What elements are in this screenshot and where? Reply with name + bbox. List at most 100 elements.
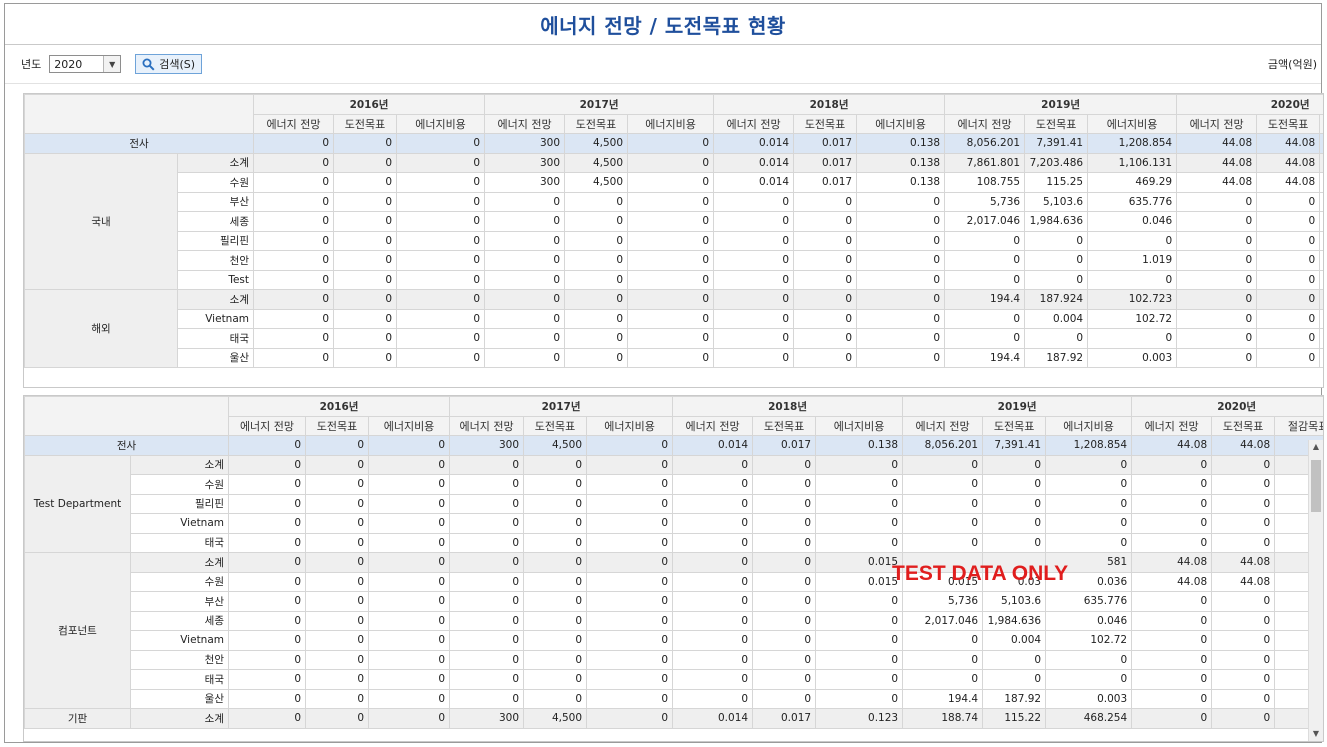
table-cell: 0: [484, 269, 566, 290]
year-header: 2019년: [944, 94, 1178, 115]
table-cell: 0: [395, 250, 486, 271]
table-cell: 0: [305, 630, 369, 651]
table-cell: 0: [333, 172, 397, 193]
table-cell: 0: [752, 532, 817, 553]
table-cell: 0: [815, 649, 904, 670]
table-cell: 0: [627, 308, 715, 329]
table-cell: 44.08: [1176, 152, 1258, 173]
table-cell: 1,106.131: [1087, 152, 1178, 173]
table-cell: 0: [1211, 532, 1276, 553]
table-cell: 0: [228, 454, 306, 475]
table-cell: 0: [305, 435, 369, 456]
table-cell: 0.123: [815, 708, 904, 729]
table-row[interactable]: Vietnam000000000000000: [25, 513, 1323, 534]
table-row[interactable]: 필리핀000000000000000: [25, 493, 1323, 514]
table-cell: 0: [856, 289, 946, 310]
table-row[interactable]: 태국000000000000000: [25, 669, 1323, 690]
table-cell: 0.017: [752, 708, 817, 729]
table-cell: 0: [228, 610, 306, 631]
table-cell: 0: [1045, 493, 1133, 514]
scrollbar-thumb[interactable]: [1311, 460, 1321, 512]
table-cell: 0: [367, 474, 451, 495]
table-cell: 0: [586, 493, 674, 514]
table-cell: 0: [713, 308, 795, 329]
table-cell: 0: [395, 152, 486, 173]
table-cell: 0: [1256, 250, 1321, 271]
table-cell: 44.08: [1176, 133, 1258, 154]
table-row[interactable]: 태국000000000000000: [25, 328, 1323, 349]
year-header: 2018년: [713, 94, 946, 115]
column-header: 도전목표: [305, 415, 369, 436]
scroll-down-icon[interactable]: ▼: [1312, 729, 1320, 738]
table-cell: 0: [395, 133, 486, 154]
row-label: 소계: [130, 708, 229, 729]
table-cell: 0: [564, 347, 629, 368]
title-bar: 에너지 전망 / 도전목표 현황: [5, 4, 1321, 45]
table-cell: 44.08: [1256, 152, 1321, 173]
table-cell: 44.08: [1256, 172, 1321, 193]
table-row[interactable]: 기판 소계 0 0 0 300 4,500 0 0.014 0.017 0.123 188.74 115…: [24, 708, 1323, 729]
table-cell: 0: [367, 669, 451, 690]
total-row[interactable]: 전사 0 0 0 300 4,500 0 0.014 0.017 0.138 8,056.201 7,…: [24, 435, 1323, 456]
vertical-scrollbar[interactable]: ▲ ▼: [1308, 440, 1323, 741]
table-cell: 0: [752, 552, 817, 573]
table-cell: 0: [484, 250, 566, 271]
table-cell: 0: [713, 250, 795, 271]
table-cell: 0: [253, 133, 334, 154]
total-row[interactable]: 전사 0 0 0 300 4,500 0 0.014 0.017 0.138 8,056.201 7,…: [24, 133, 1323, 154]
table-cell: 194.4: [902, 688, 984, 709]
row-label: 울산: [177, 347, 254, 368]
table-row[interactable]: 천안000000000000000: [25, 649, 1323, 670]
table-cell: 0: [672, 571, 754, 592]
table-cell: 0: [1131, 493, 1213, 514]
chevron-down-icon[interactable]: ▼: [103, 56, 121, 72]
table-cell: 0: [1319, 172, 1323, 193]
table-row[interactable]: 태국000000000000000: [25, 532, 1323, 553]
table-cell: 0: [902, 513, 984, 534]
table-row[interactable]: 필리핀000000000000000: [25, 230, 1323, 251]
table-cell: 0: [395, 269, 486, 290]
table-cell: 0: [367, 532, 451, 553]
table-row[interactable]: 수원 0 0 0 300 4,500 0 0.014 0.017 0.138 108.755 115.…: [25, 172, 1323, 193]
table-cell: 0: [1045, 669, 1133, 690]
table-row[interactable]: 국내 소계 0 0 0 300 4,500 0 0.014 0.017 0.138 7,861.801…: [24, 152, 1323, 290]
year-header: 2017년: [484, 94, 715, 115]
table-cell: 0.003: [1087, 347, 1178, 368]
table-row[interactable]: Test Department소계000000000000000: [24, 454, 1323, 553]
table-cell: 0: [395, 172, 486, 193]
table-row[interactable]: Test000000000000000: [25, 269, 1323, 290]
table-cell: 0: [1319, 133, 1323, 154]
row-label: 부산: [130, 591, 229, 612]
table-cell: 0: [672, 513, 754, 534]
grid-by-site-table: 2016년 2017년 2018년 2019년 2020년 에너지 전망 도전목표 에너지비용…: [24, 94, 1323, 368]
year-select[interactable]: 2020 ▼: [49, 55, 122, 73]
table-row[interactable]: 수원000000000000000: [25, 474, 1323, 495]
scroll-up-icon[interactable]: ▲: [1312, 442, 1320, 451]
table-cell: 0: [395, 211, 486, 232]
table-cell: 0: [902, 669, 984, 690]
table-cell: 0: [333, 308, 397, 329]
table-cell: 44.08: [1211, 571, 1276, 592]
table-cell: 0: [367, 454, 451, 475]
row-label: 태국: [130, 669, 229, 690]
table-cell: 0: [1045, 649, 1133, 670]
search-button[interactable]: 검색(S): [135, 54, 203, 74]
row-label: 소계: [130, 552, 229, 573]
table-cell: 44.08: [1131, 571, 1213, 592]
table-cell: 0: [305, 591, 369, 612]
table-cell: 0: [305, 669, 369, 690]
table-cell: 4,500: [523, 435, 588, 456]
row-label: 필리핀: [177, 230, 254, 251]
